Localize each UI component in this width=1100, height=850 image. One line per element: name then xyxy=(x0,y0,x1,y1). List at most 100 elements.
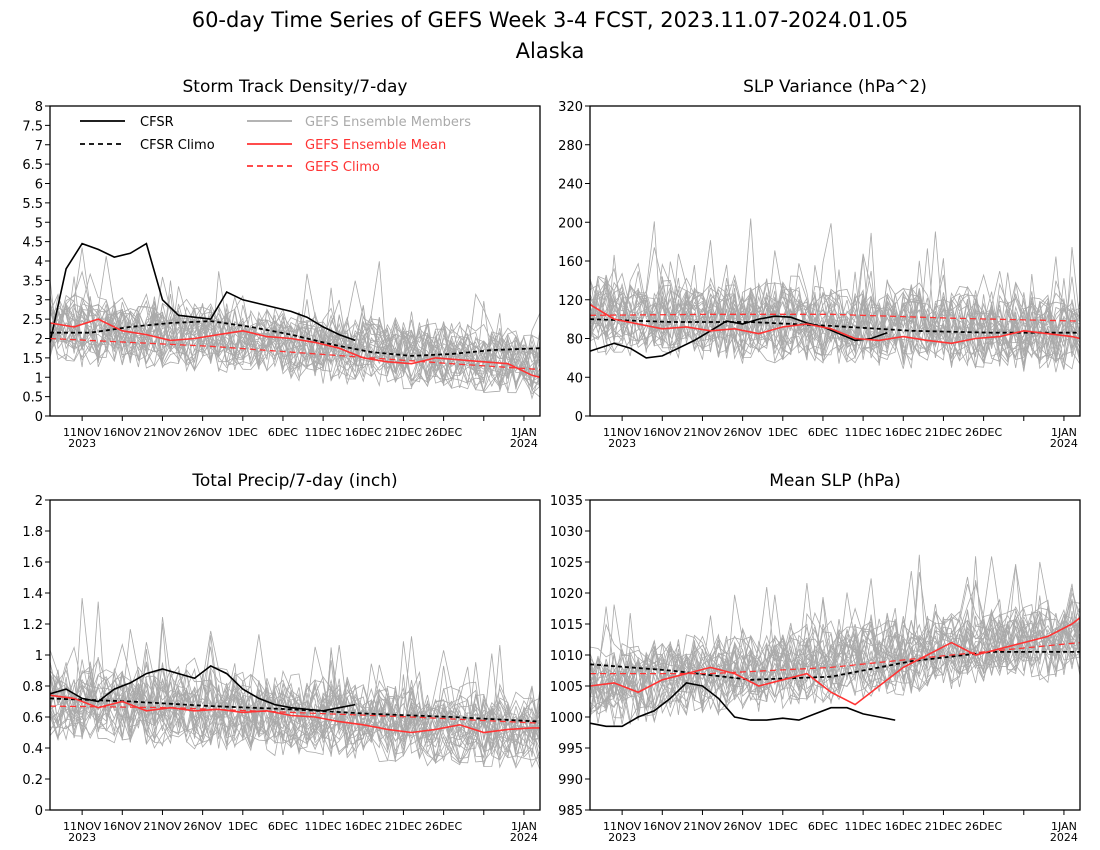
y-tick-label: 120 xyxy=(558,294,583,309)
cfsr-climo-line xyxy=(589,318,1080,334)
x-tick-label: 26NOV xyxy=(184,820,223,833)
y-tick-label: 1025 xyxy=(550,556,583,571)
y-tick-label: 1020 xyxy=(550,587,583,602)
y-tick-label: 0.8 xyxy=(22,680,43,695)
ensemble-member-line xyxy=(49,272,541,374)
panel-title: SLP Variance (hPa^2) xyxy=(743,77,927,97)
x-tick-label: 16NOV xyxy=(643,426,682,439)
x-year-label: 2023 xyxy=(608,831,636,844)
gefs-climo-line xyxy=(589,313,1081,322)
x-year-label: 2024 xyxy=(1050,437,1078,450)
legend: CFSR CFSR Climo GEFS Ensemble Members GEFS … xyxy=(80,115,471,175)
ensemble-member-line xyxy=(589,264,1081,357)
chart-panel-1: Storm Track Density/7-day 0 0.5 1 1.5 2 2.5 3 3.… xyxy=(22,77,541,450)
x-tick-label: 26DEC xyxy=(965,426,1002,439)
ensemble-member-line xyxy=(49,276,541,388)
x-tick-label: 11DEC xyxy=(305,820,342,833)
y-tick-label: 7 xyxy=(35,139,43,154)
chart-panel-2: SLP Variance (hPa^2) 0 40 80 120 160 200 240 280… xyxy=(558,77,1081,450)
ensemble-members xyxy=(589,218,1081,373)
y-tick-label: 1000 xyxy=(550,711,583,726)
y-tick-label: 1.8 xyxy=(22,525,43,540)
x-tick-label: 1DEC xyxy=(768,820,798,833)
x-year-label: 2023 xyxy=(68,437,96,450)
cfsr-line xyxy=(589,315,888,359)
ensemble-member-line xyxy=(589,604,1081,715)
panel-title: Storm Track Density/7-day xyxy=(183,77,408,97)
legend-label-gefs-climo: GEFS Climo xyxy=(305,160,380,175)
x-tick-label: 1DEC xyxy=(228,426,258,439)
y-tick-label: 1010 xyxy=(550,649,583,664)
y-tick-label: 995 xyxy=(558,742,583,757)
y-tick-label: 40 xyxy=(566,371,583,386)
legend-label-gefs-mean: GEFS Ensemble Mean xyxy=(305,138,446,153)
y-tick-label: 320 xyxy=(558,100,583,115)
figure-title: 60-day Time Series of GEFS Week 3-4 FCST… xyxy=(192,8,909,32)
x-year-label: 2024 xyxy=(1050,831,1078,844)
figure-subtitle: Alaska xyxy=(516,39,585,63)
x-year-label: 2024 xyxy=(510,831,538,844)
x-tick-label: 16NOV xyxy=(103,820,142,833)
y-tick-label: 3 xyxy=(35,294,43,309)
ensemble-member-line xyxy=(49,644,541,744)
x-tick-label: 21NOV xyxy=(143,820,182,833)
ensemble-member-line xyxy=(49,296,541,388)
x-tick-label: 16NOV xyxy=(643,820,682,833)
ensemble-member-line xyxy=(589,256,1081,358)
y-tick-label: 240 xyxy=(558,178,583,193)
x-tick-label: 21DEC xyxy=(925,820,962,833)
y-tick-label: 985 xyxy=(558,804,583,819)
x-tick-label: 26DEC xyxy=(425,426,462,439)
x-tick-label: 1JAN xyxy=(511,426,537,439)
y-tick-label: 80 xyxy=(566,333,583,348)
cfsr-climo-line xyxy=(589,651,1080,681)
y-tick-label: 2.5 xyxy=(22,313,43,328)
x-tick-label: 26NOV xyxy=(724,426,763,439)
x-tick-label: 21DEC xyxy=(385,426,422,439)
chart-panel-3: Total Precip/7-day (inch)00.20.40.60.811… xyxy=(22,471,541,844)
ensemble-member-line xyxy=(589,269,1081,370)
cfsr-climo-line xyxy=(49,697,541,723)
chart-panel-4: Mean SLP (hPa) 985 990 995 1000 1005 1010 1015 1… xyxy=(550,471,1081,844)
y-tick-label: 1 xyxy=(35,371,43,386)
x-tick-label: 11DEC xyxy=(845,426,882,439)
x-year-label: 2024 xyxy=(510,437,538,450)
ensemble-member-line xyxy=(49,310,541,391)
x-tick-label: 1JAN xyxy=(1051,820,1077,833)
ensemble-member-line xyxy=(589,223,1081,357)
ensemble-member-line xyxy=(589,592,1081,695)
y-tick-label: 1.4 xyxy=(22,587,43,602)
gefs-mean-line xyxy=(49,694,540,734)
y-tick-label: 4.5 xyxy=(22,236,43,251)
ensemble-member-line xyxy=(49,661,541,762)
y-tick-label: 1.6 xyxy=(22,556,43,571)
y-tick-label: 0.5 xyxy=(22,391,43,406)
gefs-mean-line xyxy=(589,303,1081,345)
x-tick-label: 6DEC xyxy=(268,820,298,833)
ensemble-member-line xyxy=(49,649,541,758)
ensemble-members xyxy=(49,247,541,400)
ensemble-member-line xyxy=(49,623,541,767)
y-tick-label: 0 xyxy=(35,804,43,819)
legend-label-members: GEFS Ensemble Members xyxy=(305,115,471,130)
ensemble-member-line xyxy=(589,272,1081,369)
y-tick-label: 1035 xyxy=(550,494,583,509)
y-tick-label: 8 xyxy=(35,100,43,115)
ensemble-member-line xyxy=(49,669,541,756)
x-year-label: 2023 xyxy=(608,437,636,450)
cfsr-line xyxy=(49,664,356,712)
ensemble-member-line xyxy=(49,660,541,745)
x-tick-label: 26DEC xyxy=(965,820,1002,833)
gefs-mean-line xyxy=(589,617,1081,706)
gefs-climo-line xyxy=(590,641,1081,675)
y-tick-label: 0 xyxy=(575,410,583,425)
ensemble-member-line xyxy=(49,318,541,395)
y-tick-label: 0.2 xyxy=(22,773,43,788)
x-tick-label: 21NOV xyxy=(143,426,182,439)
panel-title: Total Precip/7-day (inch) xyxy=(191,471,397,491)
x-tick-label: 11DEC xyxy=(845,820,882,833)
y-tick-label: 990 xyxy=(558,773,583,788)
ensemble-member-line xyxy=(49,313,541,398)
chart-panels: Storm Track Density/7-day 0 0.5 1 1.5 2 2.5 3 3.… xyxy=(22,77,1081,844)
x-tick-label: 11NOV xyxy=(63,426,102,439)
